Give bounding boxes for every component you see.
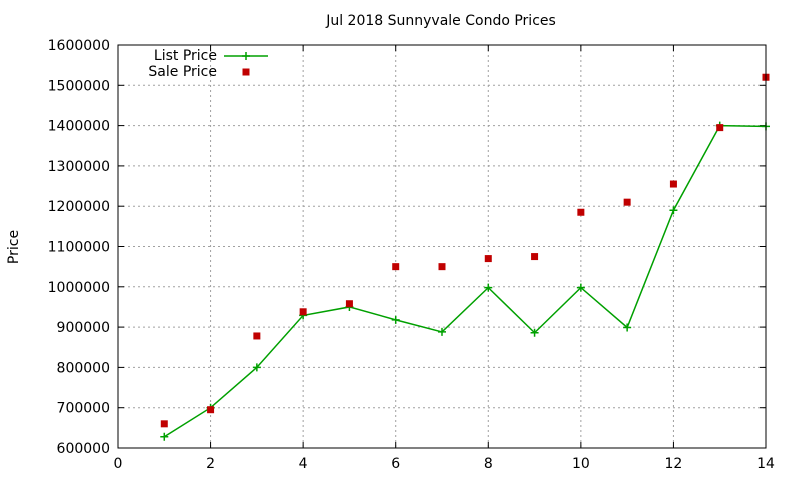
sale-price-point [716, 124, 724, 132]
x-tick-label: 6 [391, 456, 400, 472]
x-tick-label: 0 [114, 456, 123, 472]
legend-label-list-price: List Price [154, 48, 217, 64]
x-tick-label: 8 [484, 456, 493, 472]
sale-price-point [577, 208, 585, 216]
sale-price-point [253, 332, 261, 340]
sale-price-point [160, 420, 168, 428]
y-tick-label: 600000 [57, 441, 110, 457]
y-axis-label: Price [6, 230, 22, 264]
sale-price-point [345, 300, 353, 308]
chart-title: Jul 2018 Sunnyvale Condo Prices [325, 13, 556, 29]
list-price-point [530, 328, 539, 337]
y-tick-label: 700000 [57, 401, 110, 417]
grid-lines [118, 45, 766, 448]
sale-price-point [484, 255, 492, 263]
x-tick-label: 14 [757, 456, 775, 472]
sale-price-point [207, 406, 215, 414]
legend-label-sale-price: Sale Price [148, 64, 217, 80]
sale-price-point [531, 253, 539, 261]
list-price-point [438, 327, 446, 336]
sale-price-point [438, 263, 446, 271]
list-price-point [252, 363, 261, 372]
list-price-point [623, 323, 632, 332]
list-price-point [484, 283, 493, 292]
y-tick-label: 900000 [57, 320, 110, 336]
legend-marker-sale-price [242, 68, 250, 76]
list-price-point [576, 283, 585, 292]
sale-price-point [669, 180, 677, 188]
y-tick-label: 1300000 [48, 159, 110, 175]
sale-price-point [392, 263, 400, 271]
plot-area [160, 73, 770, 441]
x-tick-label: 4 [299, 456, 308, 472]
y-tick-label: 1400000 [48, 119, 110, 135]
y-tick-label: 800000 [57, 360, 110, 376]
y-tick-label: 1000000 [48, 280, 110, 296]
x-tick-label: 12 [665, 456, 683, 472]
x-tick-label: 2 [206, 456, 215, 472]
list-price-point [669, 206, 678, 215]
legend-marker-list-price [242, 52, 250, 60]
list-price-line [163, 124, 767, 438]
list-price-point [160, 432, 169, 441]
y-tick-label: 1500000 [48, 78, 110, 94]
list-price-point [391, 315, 400, 324]
sale-price-point [623, 198, 631, 206]
y-tick-label: 1600000 [48, 38, 110, 54]
axis-ticks: 0 2 4 6 8 10 12 14 600000 700000 800000 900000 10000… [48, 38, 775, 472]
plot-frame [117, 44, 767, 449]
y-tick-label: 1200000 [48, 199, 110, 215]
y-tick-label: 1100000 [48, 240, 110, 256]
sale-price-point [299, 308, 307, 316]
x-tick-label: 10 [572, 456, 590, 472]
